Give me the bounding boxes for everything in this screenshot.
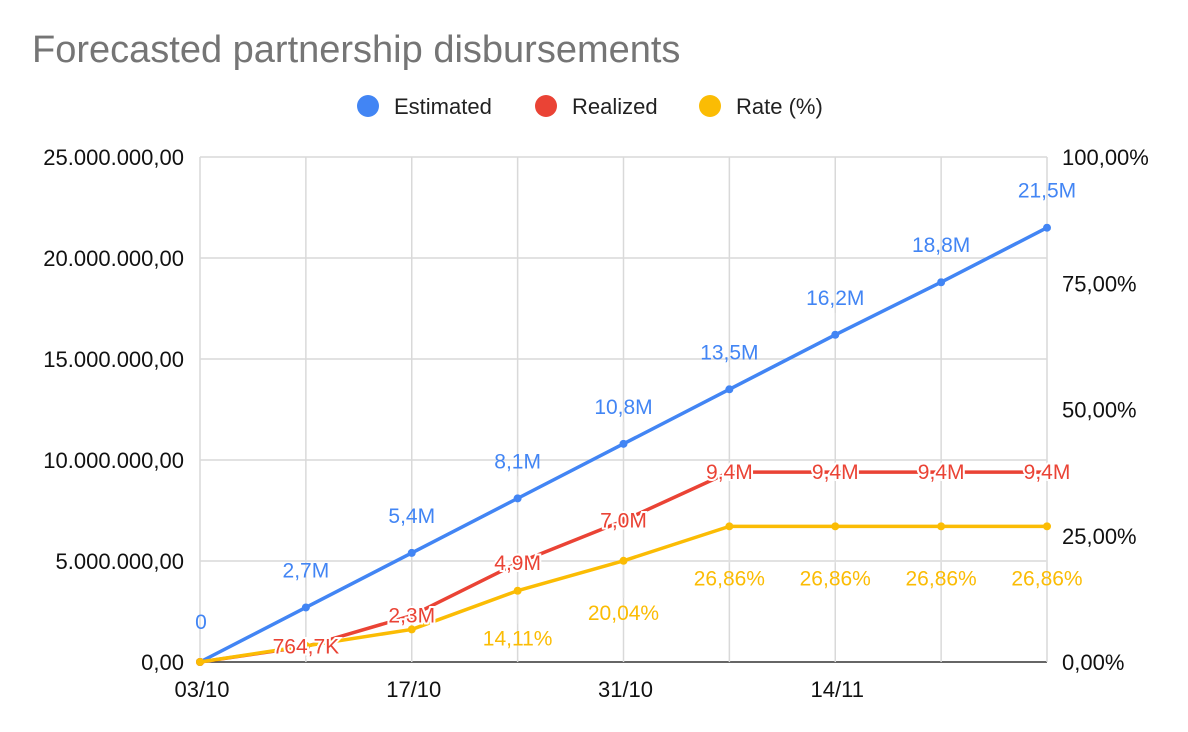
data-label: 13,5M bbox=[700, 341, 758, 364]
y-right-tick-label: 75,00% bbox=[1062, 271, 1137, 296]
legend-label: Estimated bbox=[394, 94, 492, 119]
data-label: 26,86% bbox=[800, 567, 871, 590]
data-label: 26,86% bbox=[694, 567, 765, 590]
data-label-halo: 9,4M bbox=[918, 461, 965, 484]
data-point bbox=[1043, 223, 1051, 232]
data-label: 20,04% bbox=[588, 602, 659, 625]
data-label: 26,86% bbox=[1011, 567, 1082, 590]
data-point bbox=[513, 494, 522, 503]
y-left-tick-label: 10.000.000,00 bbox=[43, 448, 184, 473]
data-label-halo: 7,0M bbox=[600, 510, 647, 533]
data-point bbox=[619, 556, 628, 565]
y-right-tick-label: 50,00% bbox=[1062, 398, 1137, 423]
data-label-halo: 9,4M bbox=[812, 461, 859, 484]
data-point bbox=[301, 603, 310, 612]
data-point bbox=[831, 522, 840, 531]
data-label-halo: 2,3M bbox=[388, 605, 435, 628]
data-label-halo: 9,4M bbox=[1024, 461, 1071, 484]
data-label: 2,3M bbox=[388, 605, 435, 628]
y-left-tick-label: 20.000.000,00 bbox=[43, 246, 184, 271]
data-point bbox=[937, 278, 946, 287]
data-point bbox=[937, 522, 946, 531]
legend-marker bbox=[535, 95, 557, 117]
data-label: 2,7M bbox=[283, 559, 330, 582]
y-right-tick-label: 0,00% bbox=[1062, 650, 1124, 675]
legend-label: Realized bbox=[572, 94, 658, 119]
data-point bbox=[513, 559, 522, 568]
y-left-tick-label: 0,00 bbox=[141, 650, 184, 675]
data-label: 21,5M bbox=[1018, 180, 1076, 203]
legend-label: Rate (%) bbox=[736, 94, 823, 119]
data-point bbox=[407, 548, 416, 557]
y-axis-right: 0,00% 25,00% 50,00% 75,00% 100,00% bbox=[1062, 145, 1149, 675]
data-label-halo: 764,7K bbox=[273, 636, 340, 659]
y-right-tick-label: 100,00% bbox=[1062, 145, 1149, 170]
data-point bbox=[1043, 468, 1051, 477]
data-point bbox=[725, 385, 734, 394]
data-label: 7,0M bbox=[600, 510, 647, 533]
data-label: 5,4M bbox=[388, 505, 435, 528]
data-label: 14,11% bbox=[483, 628, 553, 651]
data-label: 26,86% bbox=[906, 567, 977, 590]
series-layer bbox=[196, 223, 1051, 666]
data-label-halo: 9,4M bbox=[706, 461, 753, 484]
data-point bbox=[196, 658, 204, 666]
legend: Estimated Realized Rate (%) bbox=[357, 94, 823, 119]
data-point bbox=[831, 330, 840, 339]
data-point bbox=[301, 641, 310, 650]
y-left-tick-label: 15.000.000,00 bbox=[43, 347, 184, 372]
data-point bbox=[619, 439, 628, 448]
data-point bbox=[1043, 522, 1051, 531]
data-label-halo: 4,9M bbox=[494, 552, 541, 575]
data-point bbox=[619, 516, 628, 525]
data-point bbox=[513, 586, 522, 595]
data-labels-layer: 0 2,7M 5,4M 8,1M 10,8M 13,5M 16,2M 18,8M 21,5M 76… bbox=[195, 180, 1082, 661]
gridlines bbox=[199, 156, 1048, 663]
data-label: 9,4M bbox=[812, 461, 859, 484]
data-label: 9,4M bbox=[918, 461, 965, 484]
data-point bbox=[725, 468, 734, 477]
y-axis-left: 0,00 5.000.000,00 10.000.000,00 15.000.000,… bbox=[43, 145, 184, 675]
x-tick-label: 31/10 bbox=[598, 677, 653, 702]
data-point bbox=[937, 468, 946, 477]
y-left-tick-label: 5.000.000,00 bbox=[56, 549, 184, 574]
data-label: 0 bbox=[195, 611, 207, 634]
data-label: 9,4M bbox=[706, 461, 753, 484]
data-label: 9,4M bbox=[1024, 461, 1071, 484]
x-axis: 03/10 17/10 31/10 14/11 bbox=[174, 677, 863, 702]
data-point bbox=[407, 611, 416, 620]
data-label: 4,9M bbox=[494, 552, 541, 575]
x-tick-label: 03/10 bbox=[174, 677, 229, 702]
legend-marker bbox=[357, 95, 379, 117]
data-label: 764,7K bbox=[273, 636, 340, 659]
y-left-tick-label: 25.000.000,00 bbox=[43, 145, 184, 170]
legend-marker bbox=[699, 95, 721, 117]
y-right-tick-label: 25,00% bbox=[1062, 524, 1137, 549]
data-point bbox=[831, 468, 840, 477]
data-label: 18,8M bbox=[912, 234, 970, 257]
data-label: 16,2M bbox=[806, 287, 864, 310]
data-label: 8,1M bbox=[494, 450, 541, 473]
x-tick-label: 17/10 bbox=[386, 677, 441, 702]
x-tick-label: 14/11 bbox=[811, 677, 864, 702]
data-point bbox=[725, 522, 734, 531]
chart-title: Forecasted partnership disbursements bbox=[32, 29, 680, 71]
data-label: 10,8M bbox=[594, 396, 652, 419]
data-point bbox=[407, 625, 416, 634]
